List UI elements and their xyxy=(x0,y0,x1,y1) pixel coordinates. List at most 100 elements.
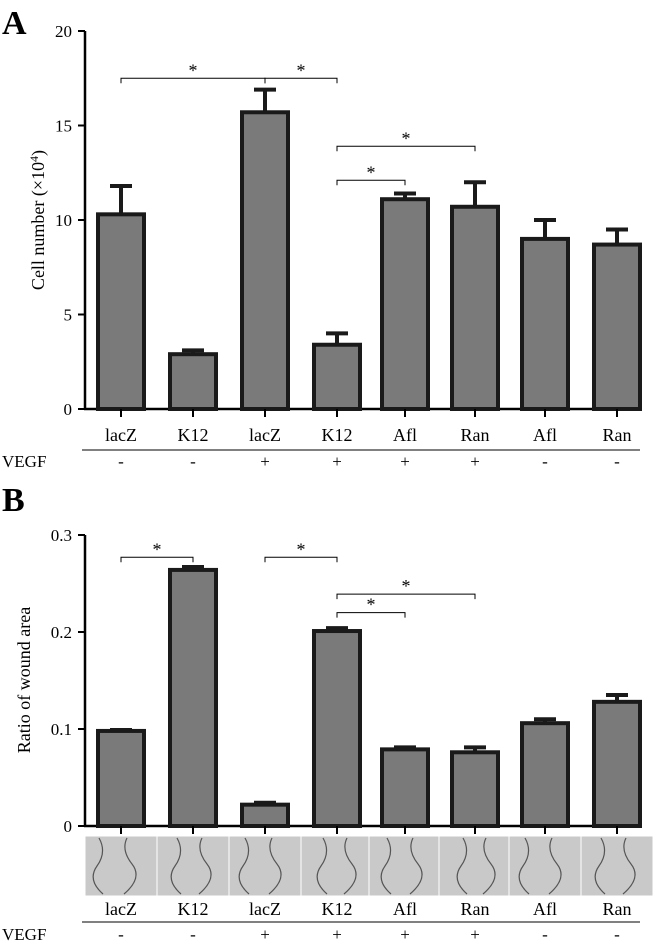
wound-edge-line xyxy=(170,837,182,895)
wound-edge-line xyxy=(622,837,636,895)
panel-b: B VEGF Ratio of wound area 0 0.1 0.2 0.3 lac… xyxy=(2,482,654,944)
category-label: Ran xyxy=(461,425,490,445)
category-label: lacZ xyxy=(105,425,137,445)
significance-bracket xyxy=(264,556,338,563)
bar xyxy=(240,802,290,828)
wound-image xyxy=(228,835,302,897)
category-label: lacZ xyxy=(249,899,281,919)
y-tick-label: 10 xyxy=(55,211,72,230)
bar xyxy=(520,236,570,411)
wound-edge-line xyxy=(548,837,562,895)
panel-b-condition-label: VEGF xyxy=(2,925,46,944)
wound-image xyxy=(438,835,512,897)
condition-sign: - xyxy=(614,925,620,944)
condition-sign: + xyxy=(332,452,342,471)
bar xyxy=(450,750,500,829)
wound-edge-line xyxy=(518,837,530,895)
significance-bracket xyxy=(336,612,406,618)
wound-edge-line xyxy=(238,837,250,895)
condition-sign: + xyxy=(260,452,270,471)
significance-bracket xyxy=(336,179,406,186)
bar xyxy=(168,352,218,412)
bar xyxy=(312,629,362,829)
condition-sign: - xyxy=(190,925,196,944)
wound-edge-line xyxy=(482,837,496,895)
significance-star: * xyxy=(367,162,376,182)
category-label: lacZ xyxy=(249,425,281,445)
bar xyxy=(96,728,146,828)
significance-star: * xyxy=(189,60,198,80)
category-label: K12 xyxy=(322,425,353,445)
condition-sign: - xyxy=(614,452,620,471)
bar xyxy=(380,747,430,828)
category-label: Ran xyxy=(461,899,490,919)
condition-sign: + xyxy=(400,925,410,944)
bar xyxy=(312,342,362,411)
significance-bracket xyxy=(336,593,476,600)
bar xyxy=(240,110,290,412)
panel-a-condition-label: VEGF xyxy=(2,452,46,471)
wound-edge-line xyxy=(316,837,328,895)
wound-image xyxy=(580,835,654,897)
y-tick-label: 15 xyxy=(55,117,72,136)
category-label: Ran xyxy=(603,899,632,919)
significance-bracket xyxy=(120,556,194,563)
wound-image xyxy=(508,835,582,897)
bar xyxy=(96,212,146,411)
condition-sign: + xyxy=(470,925,480,944)
condition-sign: + xyxy=(332,925,342,944)
y-tick-label: 5 xyxy=(64,306,73,325)
wound-edge-line xyxy=(594,837,606,895)
condition-sign: - xyxy=(190,452,196,471)
condition-sign: + xyxy=(470,452,480,471)
condition-sign: - xyxy=(542,452,548,471)
panel-b-y-label: Ratio of wound area xyxy=(14,607,34,753)
category-label: K12 xyxy=(178,899,209,919)
panel-a-y-label: Cell number (×104) xyxy=(27,150,49,290)
panel-b-letter: B xyxy=(2,482,25,519)
y-tick-label: 0 xyxy=(64,400,73,419)
condition-sign: + xyxy=(400,452,410,471)
category-label: lacZ xyxy=(105,899,137,919)
bar xyxy=(380,197,430,411)
wound-edge-line xyxy=(92,837,104,895)
wound-image xyxy=(300,835,374,897)
panel-a: A VEGF Cell number (×104) 0 5 10 15 20 lacZ - K… xyxy=(2,5,642,471)
significance-star: * xyxy=(297,60,306,80)
bar xyxy=(592,242,642,411)
category-label: Afl xyxy=(393,425,417,445)
y-tick-label: 0.1 xyxy=(51,720,72,739)
panel-a-letter: A xyxy=(2,5,27,42)
bar xyxy=(520,721,570,828)
wound-edge-line xyxy=(268,837,282,895)
bar xyxy=(450,204,500,411)
significance-star: * xyxy=(402,576,411,596)
significance-star: * xyxy=(153,539,162,559)
wound-edge-line xyxy=(343,837,357,895)
category-label: Afl xyxy=(533,425,557,445)
wound-image xyxy=(84,835,158,897)
wound-edge-line xyxy=(123,837,137,895)
category-label: Afl xyxy=(393,899,417,919)
condition-sign: - xyxy=(118,452,124,471)
significance-star: * xyxy=(402,128,411,148)
category-label: K12 xyxy=(322,899,353,919)
category-label: K12 xyxy=(178,425,209,445)
wound-image xyxy=(368,835,442,897)
significance-bracket xyxy=(336,145,476,152)
significance-star: * xyxy=(367,595,376,615)
category-label: Afl xyxy=(533,899,557,919)
y-tick-label: 0.2 xyxy=(51,623,72,642)
wound-image xyxy=(156,835,230,897)
y-tick-label: 0.3 xyxy=(51,526,72,545)
significance-star: * xyxy=(297,539,306,559)
bar xyxy=(168,567,218,828)
wound-edge-line xyxy=(456,837,468,895)
significance-bracket xyxy=(264,77,338,84)
condition-sign: + xyxy=(260,925,270,944)
condition-sign: - xyxy=(118,925,124,944)
y-tick-label: 20 xyxy=(55,22,72,41)
wound-edge-line xyxy=(380,837,392,895)
wound-edge-line xyxy=(409,837,423,895)
